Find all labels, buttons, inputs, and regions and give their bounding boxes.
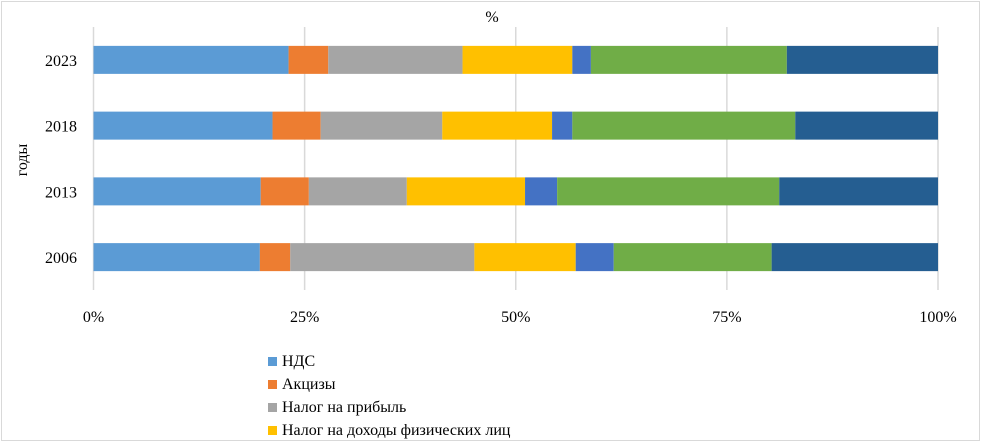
legend-swatch bbox=[268, 426, 277, 435]
bar-segment bbox=[260, 177, 309, 206]
legend-item: Налог на доходы физических лиц bbox=[268, 419, 510, 442]
chart-title: % bbox=[485, 9, 498, 26]
bar-segment bbox=[795, 111, 938, 140]
bar-segment bbox=[590, 45, 787, 74]
x-tick-label: 100% bbox=[919, 309, 956, 326]
bar-segment bbox=[474, 243, 576, 272]
legend-label: Акцизы bbox=[282, 375, 336, 393]
bar-segment bbox=[462, 45, 573, 74]
bar-segment bbox=[272, 111, 321, 140]
legend: НДС Акцизы Налог на прибыль Налог на доходы… bbox=[268, 350, 510, 442]
bar-segment bbox=[259, 243, 291, 272]
legend-swatch bbox=[268, 357, 277, 366]
legend-item: НДС bbox=[268, 350, 510, 373]
bar-segment bbox=[552, 111, 573, 140]
bar-segment bbox=[575, 243, 614, 272]
x-tick-label: 25% bbox=[290, 309, 319, 326]
y-tick-label: 2018 bbox=[45, 119, 77, 136]
legend-swatch bbox=[268, 380, 277, 389]
bar-segment bbox=[442, 111, 553, 140]
legend-label: Налог на прибыль bbox=[282, 398, 407, 416]
bar-segment bbox=[572, 111, 796, 140]
bar-segment bbox=[613, 243, 772, 272]
y-tick-label: 2006 bbox=[45, 250, 77, 267]
bar-segment bbox=[93, 45, 289, 74]
bar-segment bbox=[290, 243, 475, 272]
bar-segment bbox=[572, 45, 591, 74]
y-axis-label: годы bbox=[14, 143, 31, 176]
y-tick-label: 2013 bbox=[45, 184, 77, 201]
legend-label: Налог на доходы физических лиц bbox=[282, 421, 511, 439]
legend-item: Акцизы bbox=[268, 373, 510, 396]
x-tick-label: 0% bbox=[83, 309, 104, 326]
bar-segment bbox=[93, 243, 260, 272]
bar-segment bbox=[786, 45, 938, 74]
bar-segment bbox=[328, 45, 463, 74]
x-tick-label: 50% bbox=[501, 309, 530, 326]
legend-swatch bbox=[268, 403, 277, 412]
bar-segment bbox=[771, 243, 938, 272]
bar-segment bbox=[320, 111, 443, 140]
bar-segment bbox=[288, 45, 329, 74]
legend-item: Налог на прибыль bbox=[268, 396, 510, 419]
bar-segment bbox=[93, 177, 261, 206]
x-tick-label: 75% bbox=[712, 309, 741, 326]
bar-segment bbox=[308, 177, 407, 206]
bar-segment bbox=[406, 177, 526, 206]
bar-segment bbox=[557, 177, 780, 206]
bar-segment bbox=[93, 111, 273, 140]
bar-segment bbox=[525, 177, 558, 206]
y-tick-label: 2023 bbox=[45, 53, 77, 70]
bar-segment bbox=[779, 177, 938, 206]
legend-label: НДС bbox=[282, 352, 316, 370]
